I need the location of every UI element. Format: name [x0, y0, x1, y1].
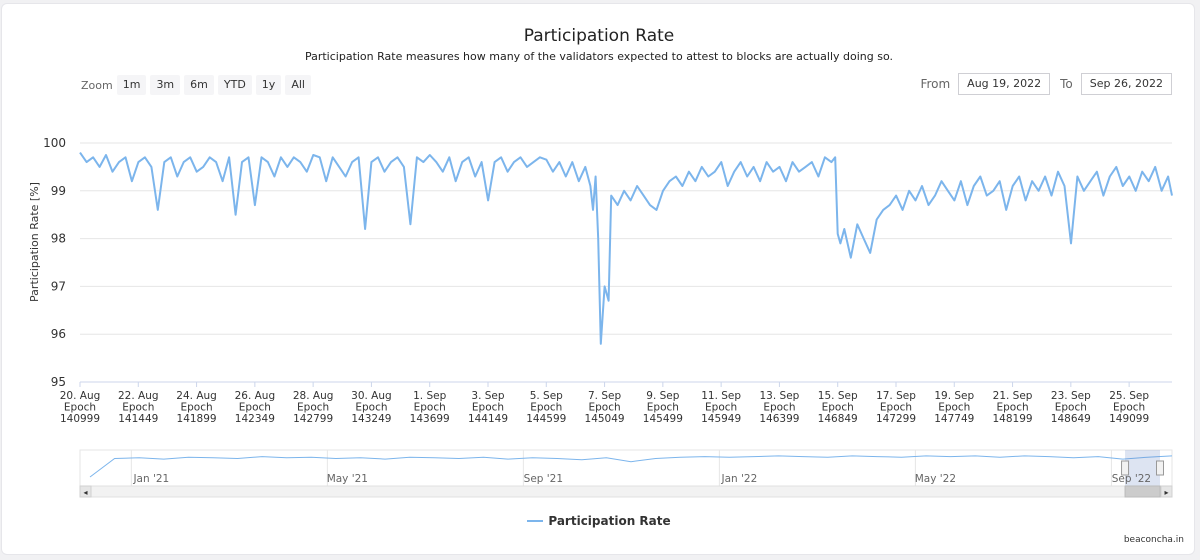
- x-axis-ticks: 20. Aug Epoch 140999 22. Aug Epoch 141449 24. …: [60, 382, 1149, 425]
- scrollbar-right-button[interactable]: [1160, 485, 1173, 498]
- navigator-series-line: [89, 455, 1173, 478]
- x-tick-label: 3. Sep Epoch 144149: [468, 390, 508, 425]
- legend-label: Participation Rate: [548, 514, 671, 528]
- x-tick-label: 21. Sep Epoch 148199: [993, 390, 1033, 425]
- navigator-right-handle[interactable]: [1156, 460, 1164, 476]
- from-date-input[interactable]: Aug 19, 2022: [958, 73, 1051, 95]
- scrollbar-left-button[interactable]: [79, 485, 92, 498]
- chart-subtitle: Participation Rate measures how many of …: [304, 50, 894, 63]
- to-label: To: [1060, 77, 1073, 91]
- navigator-label: Jan '22: [720, 473, 757, 485]
- x-tick-label: 17. Sep Epoch 147299: [876, 390, 916, 425]
- x-tick-label: 13. Sep Epoch 146399: [759, 390, 799, 425]
- date-range: From Aug 19, 2022 To Sep 26, 2022: [920, 73, 1172, 95]
- navigator-background: [79, 449, 1173, 487]
- navigator[interactable]: Jan '21 May '21 Sep '21 Jan '22 May '22 Sep '…: [79, 449, 1173, 498]
- navigator-label: Jan '21: [132, 473, 169, 485]
- x-tick-label: 7. Sep Epoch 145049: [585, 390, 625, 425]
- series-line-participation-rate: [79, 152, 1173, 345]
- navigator-label: Sep '21: [524, 473, 563, 485]
- series-group: [79, 152, 1173, 345]
- zoom-3m-button[interactable]: 3m: [150, 75, 181, 95]
- zoom-ytd-button[interactable]: YTD: [217, 75, 252, 95]
- x-tick-label: 30. Aug Epoch 143249: [351, 390, 392, 425]
- y-tick-label: 96: [51, 327, 66, 341]
- y-tick-label: 97: [51, 279, 66, 293]
- navigator-label: May '22: [915, 473, 956, 485]
- scrollbar-track[interactable]: [79, 485, 1173, 498]
- zoom-all-button[interactable]: All: [285, 75, 311, 95]
- x-tick-label: 11. Sep Epoch 145949: [701, 390, 741, 425]
- zoom-1m-button[interactable]: 1m: [116, 75, 147, 95]
- scroll-left-arrow-icon: ◂: [83, 488, 87, 497]
- from-label: From: [920, 77, 951, 91]
- navigator-grid: [130, 450, 1112, 486]
- chart-title: Participation Rate: [523, 26, 675, 46]
- x-tick-label: 5. Sep Epoch 144599: [526, 390, 566, 425]
- x-tick-label: 20. Aug Epoch 140999: [60, 390, 101, 425]
- navigator-label: Sep '22: [1112, 473, 1151, 485]
- x-tick-label: 26. Aug Epoch 142349: [235, 390, 276, 425]
- x-tick-label: 24. Aug Epoch 141899: [176, 390, 217, 425]
- x-tick-label: 22. Aug Epoch 141449: [118, 390, 159, 425]
- y-tick-label: 95: [51, 375, 66, 389]
- scroll-right-arrow-icon: ▸: [1164, 488, 1168, 497]
- x-tick-label: 25. Sep Epoch 149099: [1109, 390, 1149, 425]
- navigator-left-handle[interactable]: [1121, 460, 1130, 476]
- y-tick-label: 100: [43, 136, 66, 150]
- x-tick-label: 1. Sep Epoch 143699: [410, 390, 450, 425]
- legend-line-icon: [527, 520, 544, 522]
- zoom-selector: Zoom 1m 3m 6m YTD 1y All: [81, 75, 315, 95]
- y-axis-label: Participation Rate [%]: [28, 182, 41, 302]
- y-tick-label: 99: [51, 184, 66, 198]
- navigator-labels: Jan '21 May '21 Sep '21 Jan '22 May '22 Sep '…: [132, 473, 1151, 485]
- y-tick-label: 98: [51, 232, 66, 246]
- x-tick-label: 23. Sep Epoch 148649: [1051, 390, 1091, 425]
- zoom-6m-button[interactable]: 6m: [184, 75, 214, 95]
- x-tick-label: 15. Sep Epoch 146849: [818, 390, 858, 425]
- x-tick-label: 19. Sep Epoch 147749: [934, 390, 974, 425]
- navigator-selection[interactable]: [1125, 450, 1160, 486]
- zoom-1y-button[interactable]: 1y: [255, 75, 282, 95]
- to-date-input[interactable]: Sep 26, 2022: [1080, 73, 1172, 95]
- x-tick-label: 9. Sep Epoch 145499: [643, 390, 683, 425]
- credit-text[interactable]: beaconcha.in: [1123, 535, 1184, 545]
- chart-legend[interactable]: Participation Rate: [2, 514, 1196, 528]
- x-tick-label: 28. Aug Epoch 142799: [293, 390, 334, 425]
- navigator-label: May '21: [327, 473, 368, 485]
- zoom-label: Zoom: [81, 78, 113, 92]
- grid-lines: [80, 142, 1172, 335]
- scrollbar-thumb[interactable]: [1124, 485, 1161, 498]
- y-axis-ticks: 95 96 97 98 99 100: [43, 136, 66, 389]
